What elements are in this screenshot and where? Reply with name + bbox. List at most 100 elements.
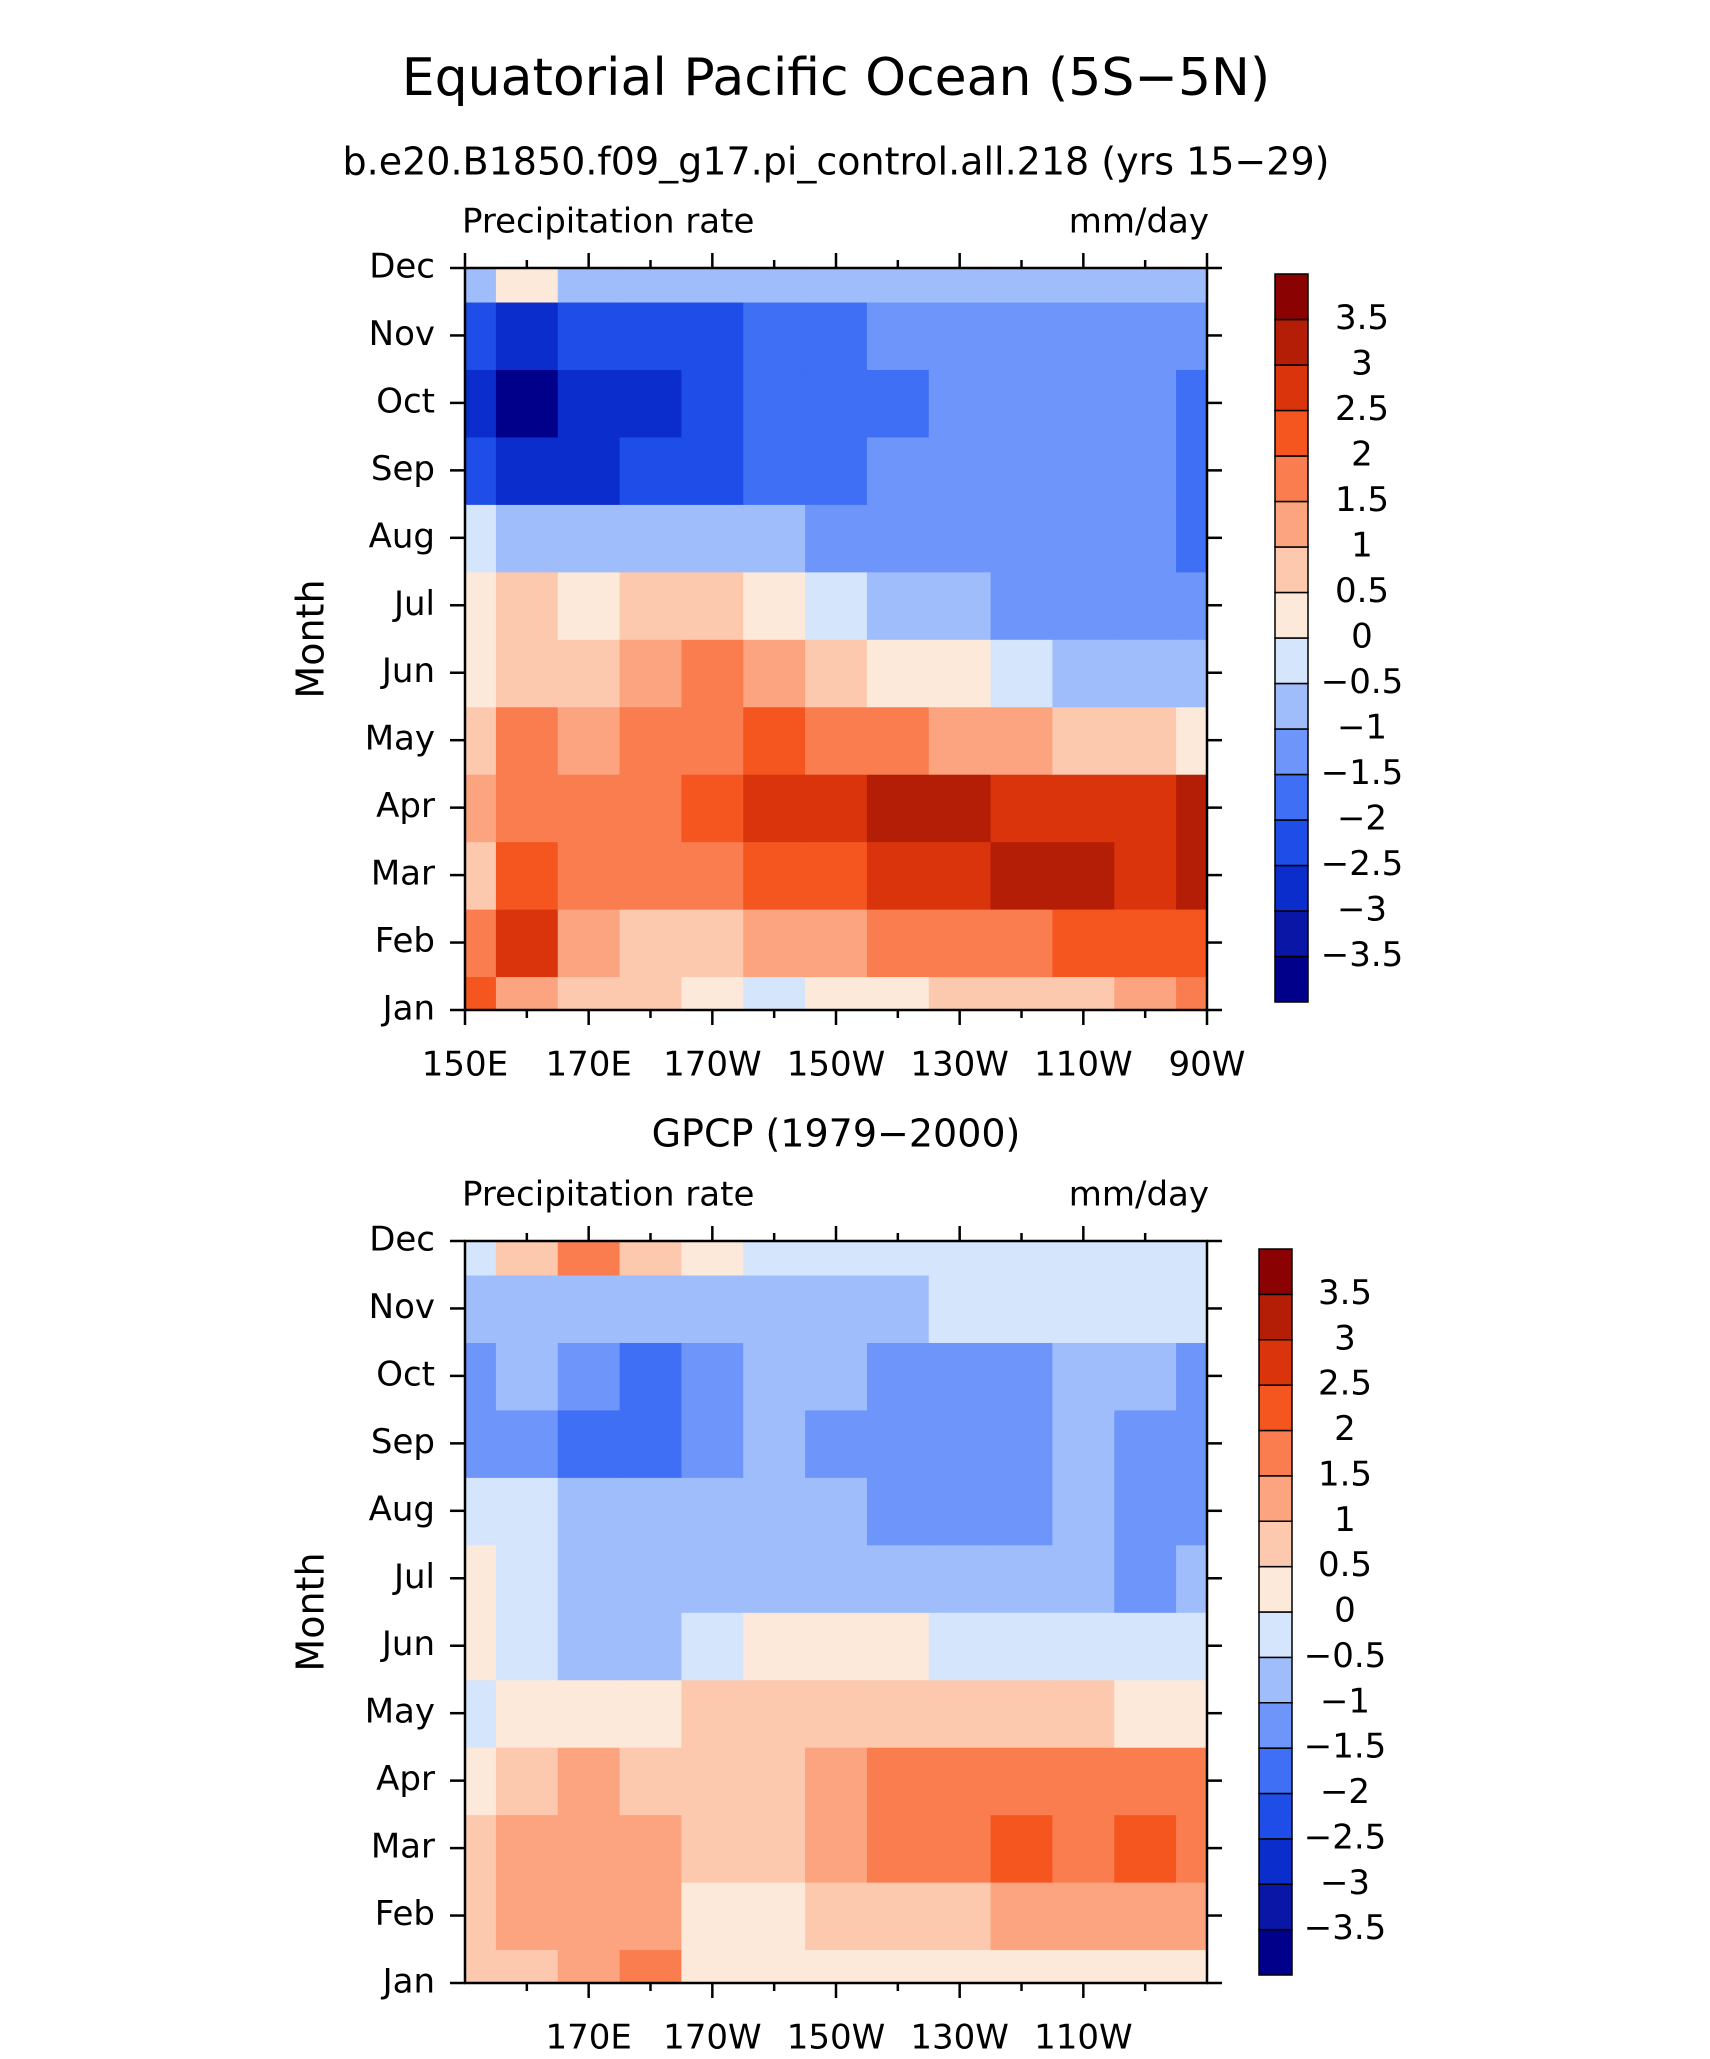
contour-cell xyxy=(743,301,806,370)
contour-cell xyxy=(990,1342,1054,1411)
contour-cell xyxy=(495,1746,559,1816)
contour-cell xyxy=(928,706,992,775)
colorbar-label: 1.5 xyxy=(1335,480,1389,520)
contour-cell xyxy=(805,1342,868,1411)
contour-cell xyxy=(743,1612,806,1681)
colorbar-box xyxy=(1258,1248,1293,1296)
colorbar-box xyxy=(1258,1475,1293,1522)
contour-cell xyxy=(557,773,621,843)
contour-cell xyxy=(557,908,621,978)
contour-cell xyxy=(465,1746,497,1816)
contour-cell xyxy=(866,1881,930,1951)
contour-cell xyxy=(619,504,683,573)
contour-cell xyxy=(681,1477,745,1546)
contour-cell xyxy=(1052,1814,1116,1883)
contour-cell xyxy=(1176,1881,1207,1951)
field xyxy=(465,268,1207,1010)
contour-cell xyxy=(866,773,930,843)
contour-cell xyxy=(990,706,1054,775)
contour-cell xyxy=(1114,1274,1177,1343)
contour-cell xyxy=(557,571,621,640)
contour-cell xyxy=(557,1409,621,1478)
contour-cell xyxy=(866,1274,930,1343)
contour-cell xyxy=(681,773,745,843)
contour-cell xyxy=(1052,1544,1116,1613)
colorbar-label: −2.5 xyxy=(1321,844,1404,884)
contour-cell xyxy=(619,1477,683,1546)
contour-cell xyxy=(681,369,745,438)
contour-cell xyxy=(990,841,1054,910)
y-tick-label: Sep xyxy=(371,1422,435,1462)
contour-cell xyxy=(1052,504,1116,573)
contour-cell xyxy=(805,908,868,978)
contour-cell xyxy=(743,1274,806,1343)
contour-cell xyxy=(866,1241,930,1276)
contour-cell xyxy=(495,504,559,573)
contour-cell xyxy=(743,1477,806,1546)
contour-cell xyxy=(681,1949,745,1983)
y-tick-label: Oct xyxy=(376,1354,435,1394)
contour-cell xyxy=(1176,369,1207,438)
contour-cell xyxy=(465,1881,497,1951)
contour-cell xyxy=(743,908,806,978)
contour-cell xyxy=(743,369,806,438)
colorbar-box xyxy=(1274,910,1309,958)
contour-cell xyxy=(928,301,992,370)
y-tick-label: Feb xyxy=(375,921,435,961)
contour-cell xyxy=(1114,639,1177,708)
contour-cell xyxy=(1176,639,1207,708)
contour-cell xyxy=(1176,1612,1207,1681)
contour-cell xyxy=(805,841,868,910)
contour-cell xyxy=(990,504,1054,573)
y-axis-label: Month xyxy=(289,1552,333,1671)
contour-cell xyxy=(681,436,745,505)
contour-cell xyxy=(557,1477,621,1546)
contour-cell xyxy=(805,436,868,505)
contour-cell xyxy=(1176,1477,1207,1546)
contour-cell xyxy=(557,301,621,370)
contour-cell xyxy=(928,1679,992,1748)
contour-cell xyxy=(557,504,621,573)
colorbar-box xyxy=(1274,318,1309,366)
contour-cell xyxy=(743,1342,806,1411)
contour-cell xyxy=(928,504,992,573)
contour-cell xyxy=(928,1274,992,1343)
contour-cell xyxy=(495,976,559,1010)
contour-cell xyxy=(1052,1746,1116,1816)
x-tick-label: 150W xyxy=(787,1045,886,1085)
x-tick-label: 110W xyxy=(1034,1045,1133,1085)
contour-cell xyxy=(1052,1241,1116,1276)
contour-cell xyxy=(1114,1949,1177,1983)
colorbar-label: −3.5 xyxy=(1321,935,1404,975)
contour-cell xyxy=(495,436,559,505)
contour-cell xyxy=(805,1544,868,1613)
x-tick-label: 150W xyxy=(787,2018,886,2058)
contour-cell xyxy=(990,639,1054,708)
contour-cell xyxy=(1176,773,1207,843)
colorbar-box xyxy=(1258,1293,1293,1341)
contour-cell xyxy=(619,976,683,1010)
contour-cell xyxy=(1052,436,1116,505)
right-label: mm/day xyxy=(1069,202,1209,242)
contour-cell xyxy=(681,1814,745,1883)
contour-cell xyxy=(866,706,930,775)
contour-cell xyxy=(495,268,559,303)
contour-cell xyxy=(1052,1949,1116,1983)
contour-cell xyxy=(681,1612,745,1681)
contour-cell xyxy=(1052,1477,1116,1546)
contour-cell xyxy=(1114,773,1177,843)
x-tick-label: 170E xyxy=(545,1045,631,1085)
contour-cell xyxy=(465,571,497,640)
contour-cell xyxy=(1052,1679,1116,1748)
y-tick-label: Jun xyxy=(380,1624,435,1664)
contour-cell xyxy=(805,571,868,640)
contour-cell xyxy=(681,301,745,370)
contour-cell xyxy=(866,1544,930,1613)
contour-cell xyxy=(928,1544,992,1613)
contour-cell xyxy=(990,1544,1054,1613)
contour-cell xyxy=(557,841,621,910)
contour-cell xyxy=(990,1612,1054,1681)
contour-cell xyxy=(465,841,497,910)
contour-cell xyxy=(495,1409,559,1478)
colorbar-label: −3.5 xyxy=(1304,1908,1387,1948)
